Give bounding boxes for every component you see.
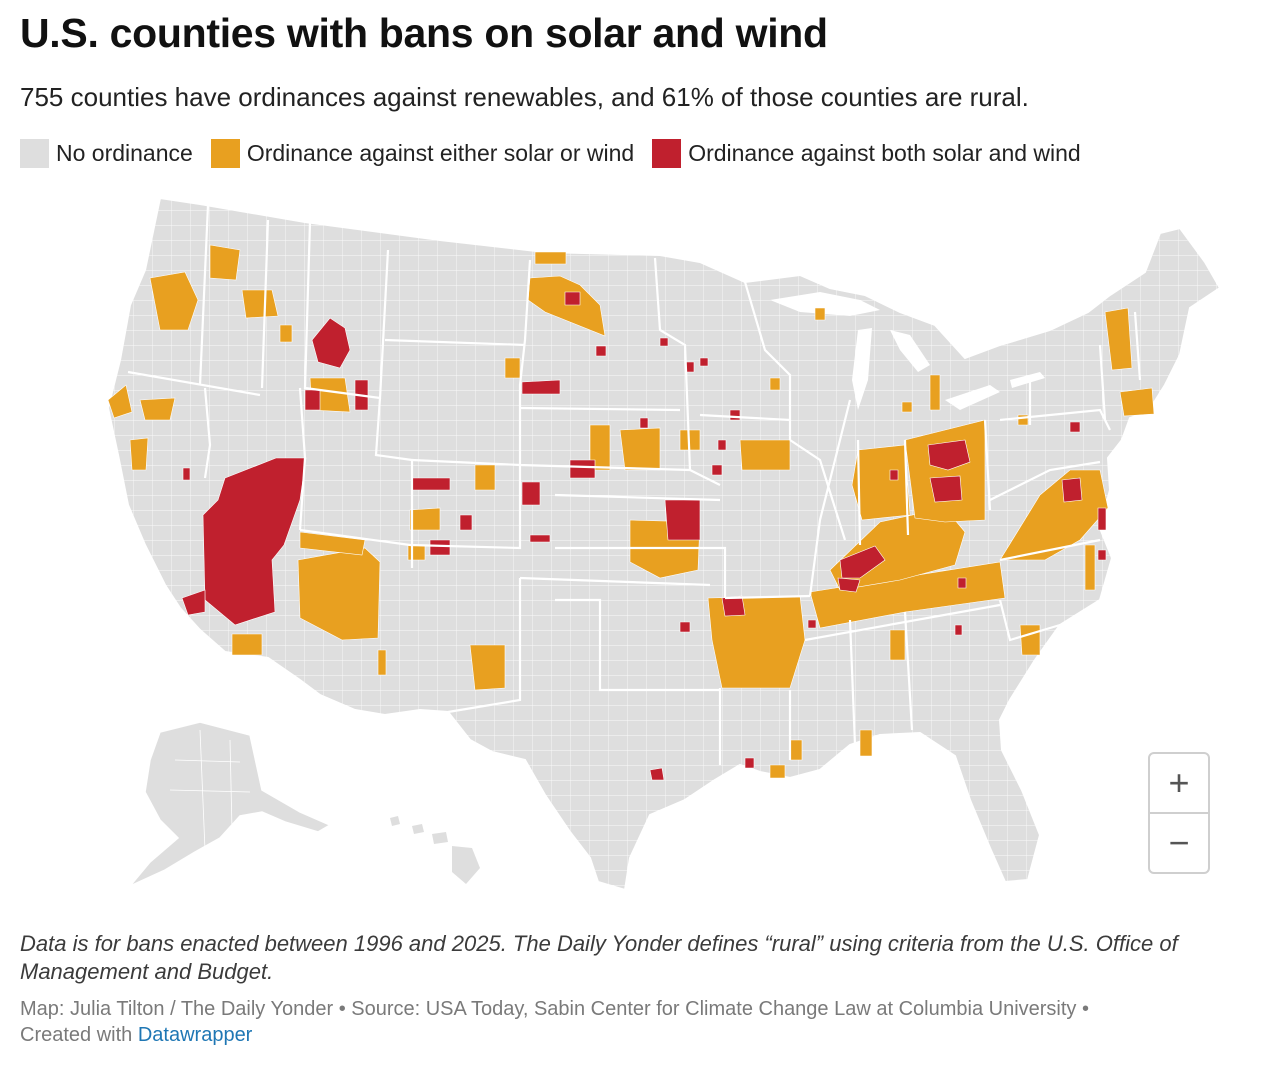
chart-credits: Map: Julia Tilton / The Daily Yonder • S… xyxy=(20,996,1220,1048)
legend-item-no-ordinance: No ordinance xyxy=(20,138,193,168)
hawaii-land xyxy=(390,816,480,884)
minus-icon: − xyxy=(1168,822,1190,863)
credits-text: Map: Julia Tilton / The Daily Yonder • S… xyxy=(20,998,1089,1020)
us-county-map[interactable] xyxy=(0,180,1270,910)
ordinance-both-regions[interactable] xyxy=(181,291,1107,781)
legend: No ordinance Ordinance against either so… xyxy=(20,138,1099,168)
alaska-land xyxy=(129,721,332,887)
legend-label-no-ordinance: No ordinance xyxy=(56,139,193,166)
state-borders xyxy=(127,204,1142,765)
datawrapper-link[interactable]: Datawrapper xyxy=(137,1024,253,1046)
chart-notes: Data is for bans enacted between 1996 an… xyxy=(20,931,1178,984)
zoom-in-button[interactable]: + xyxy=(1150,754,1208,814)
legend-swatch-both xyxy=(652,138,682,168)
zoom-out-button[interactable]: − xyxy=(1150,814,1208,872)
legend-label-both: Ordinance against both solar and wind xyxy=(688,139,1081,166)
legend-label-either: Ordinance against either solar or wind xyxy=(246,139,635,166)
alaska-counties xyxy=(169,729,251,851)
legend-item-both: Ordinance against both solar and wind xyxy=(652,138,1081,168)
legend-swatch-no-ordinance xyxy=(20,138,49,168)
chart-subtitle: 755 counties have ordinances against ren… xyxy=(20,82,1029,112)
zoom-control: + − xyxy=(1148,752,1210,874)
plus-icon: + xyxy=(1168,762,1190,803)
legend-swatch-either xyxy=(210,138,240,168)
chart-title: U.S. counties with bans on solar and win… xyxy=(20,10,828,56)
legend-item-either: Ordinance against either solar or wind xyxy=(210,138,635,168)
created-with-prefix: Created with xyxy=(20,1024,133,1046)
